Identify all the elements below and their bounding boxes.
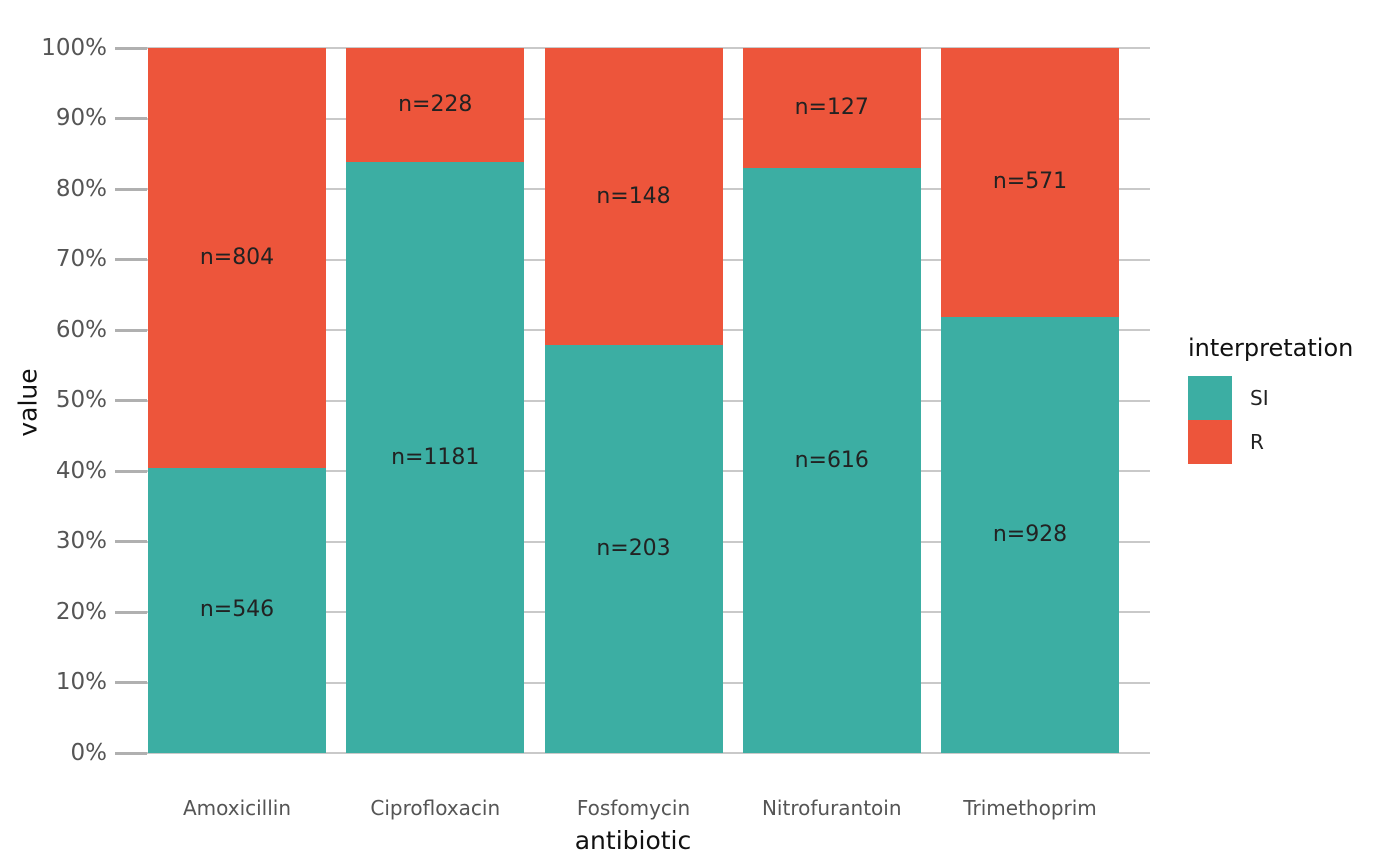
y-axis-tick bbox=[115, 399, 147, 402]
y-axis-tick bbox=[115, 258, 147, 261]
x-category-label: Fosfomycin bbox=[576, 796, 691, 820]
legend-label-r: R bbox=[1250, 430, 1264, 454]
y-tick-label: 80% bbox=[55, 175, 107, 202]
y-axis-tick bbox=[115, 117, 147, 120]
x-axis-title: antibiotic bbox=[574, 826, 692, 855]
bar-count-label-si: n=203 bbox=[596, 536, 671, 562]
bar-segment-r bbox=[742, 48, 921, 169]
bar-segment-si bbox=[544, 345, 723, 753]
bar-segment-si bbox=[346, 162, 525, 753]
gridline bbox=[115, 752, 1150, 754]
bar-count-label-si: n=546 bbox=[199, 597, 275, 623]
legend-item-si: SI bbox=[1188, 376, 1353, 420]
bar-segment-r bbox=[941, 48, 1119, 317]
bar-segment-si bbox=[941, 316, 1119, 753]
y-axis-tick bbox=[115, 187, 147, 191]
y-axis-tick bbox=[115, 751, 147, 755]
y-axis-title: value bbox=[13, 368, 43, 437]
y-tick-label: 100% bbox=[41, 34, 107, 61]
legend-swatch-si bbox=[1188, 376, 1232, 420]
bar-count-label-r: n=127 bbox=[794, 95, 869, 121]
bar-count-label-r: n=148 bbox=[596, 183, 671, 209]
y-tick-label: 20% bbox=[55, 598, 107, 625]
legend-label-si: SI bbox=[1250, 386, 1269, 410]
bar-count-label-r: n=571 bbox=[992, 169, 1068, 195]
y-tick-label: 70% bbox=[55, 246, 107, 272]
x-category-label: Ciprofloxacin bbox=[370, 796, 501, 820]
y-tick-label: 10% bbox=[55, 669, 107, 695]
legend: interpretation SI R bbox=[1188, 334, 1353, 464]
bar-count-label-si: n=1181 bbox=[391, 444, 480, 470]
x-category-label: Nitrofurantoin bbox=[761, 796, 902, 820]
x-category-label: Amoxicillin bbox=[182, 796, 292, 820]
legend-title: interpretation bbox=[1188, 334, 1354, 362]
bar-count-label-si: n=616 bbox=[794, 447, 869, 473]
y-tick-label: 40% bbox=[55, 457, 107, 484]
x-category-label: Trimethoprim bbox=[963, 796, 1097, 820]
bar-count-label-si: n=928 bbox=[992, 521, 1068, 547]
y-tick-label: 50% bbox=[55, 387, 107, 413]
y-axis-tick bbox=[115, 328, 147, 332]
y-axis-tick bbox=[115, 681, 147, 684]
bar-segment-si bbox=[742, 168, 921, 753]
bar-segment-r bbox=[346, 48, 525, 163]
bar-segment-si bbox=[148, 467, 326, 753]
bar-segment-r bbox=[544, 48, 723, 346]
y-tick-label: 0% bbox=[70, 739, 108, 766]
y-axis-tick bbox=[115, 46, 147, 50]
legend-item-r: R bbox=[1188, 420, 1353, 464]
y-tick-label: 30% bbox=[55, 528, 107, 554]
y-tick-label: 90% bbox=[55, 105, 107, 131]
y-tick-label: 60% bbox=[55, 316, 107, 343]
legend-swatch-r bbox=[1188, 420, 1232, 464]
bar-segment-r bbox=[148, 48, 326, 468]
y-axis-tick bbox=[115, 469, 147, 473]
bar-count-label-r: n=804 bbox=[199, 244, 275, 270]
bar-count-label-r: n=228 bbox=[398, 92, 473, 118]
y-axis-tick bbox=[115, 610, 147, 614]
y-axis-tick bbox=[115, 540, 147, 543]
